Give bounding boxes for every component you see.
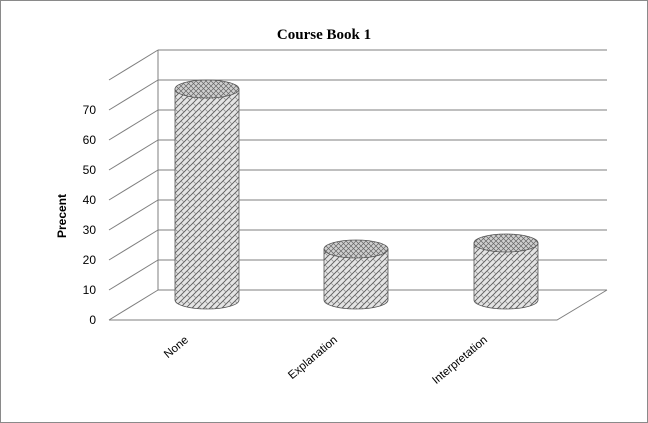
y-tick-label: 10 xyxy=(83,283,97,297)
y-axis-label: Precent xyxy=(55,194,69,238)
y-tick-label: 70 xyxy=(83,103,97,117)
chart-title: Course Book 1 xyxy=(277,27,371,43)
category-label: Interpretation xyxy=(430,334,490,387)
bar-none xyxy=(174,79,240,310)
bar-body xyxy=(174,88,240,310)
gridline-side xyxy=(108,49,159,81)
bar-body xyxy=(473,242,539,310)
gridline-side xyxy=(108,199,159,231)
floor-edge xyxy=(109,289,608,321)
gridline-side xyxy=(108,109,159,141)
bars xyxy=(174,79,539,310)
bar-explanation xyxy=(323,239,389,310)
gridline-side xyxy=(108,139,159,171)
bar-body xyxy=(323,248,389,310)
gridline-side xyxy=(108,289,159,321)
y-tick-label: 20 xyxy=(83,253,97,267)
y-tick-label: 30 xyxy=(83,223,97,237)
category-labels: None Explanation Interpretation xyxy=(162,334,490,387)
y-tick-labels: 0 10 20 30 40 50 60 70 xyxy=(83,103,97,327)
gridline-side xyxy=(108,79,159,111)
gridline-side xyxy=(108,259,159,291)
category-label: Explanation xyxy=(286,334,340,382)
bar-top xyxy=(323,239,389,259)
y-tick-label: 40 xyxy=(83,193,97,207)
bar-interpretation xyxy=(473,233,539,310)
gridline-side xyxy=(108,229,159,261)
bar-top xyxy=(174,79,240,99)
gridline-side xyxy=(108,169,159,201)
y-tick-label: 50 xyxy=(83,163,97,177)
y-tick-label: 0 xyxy=(89,313,96,327)
y-tick-label: 60 xyxy=(83,133,97,147)
bar-top xyxy=(473,233,539,253)
category-label: None xyxy=(162,334,191,361)
